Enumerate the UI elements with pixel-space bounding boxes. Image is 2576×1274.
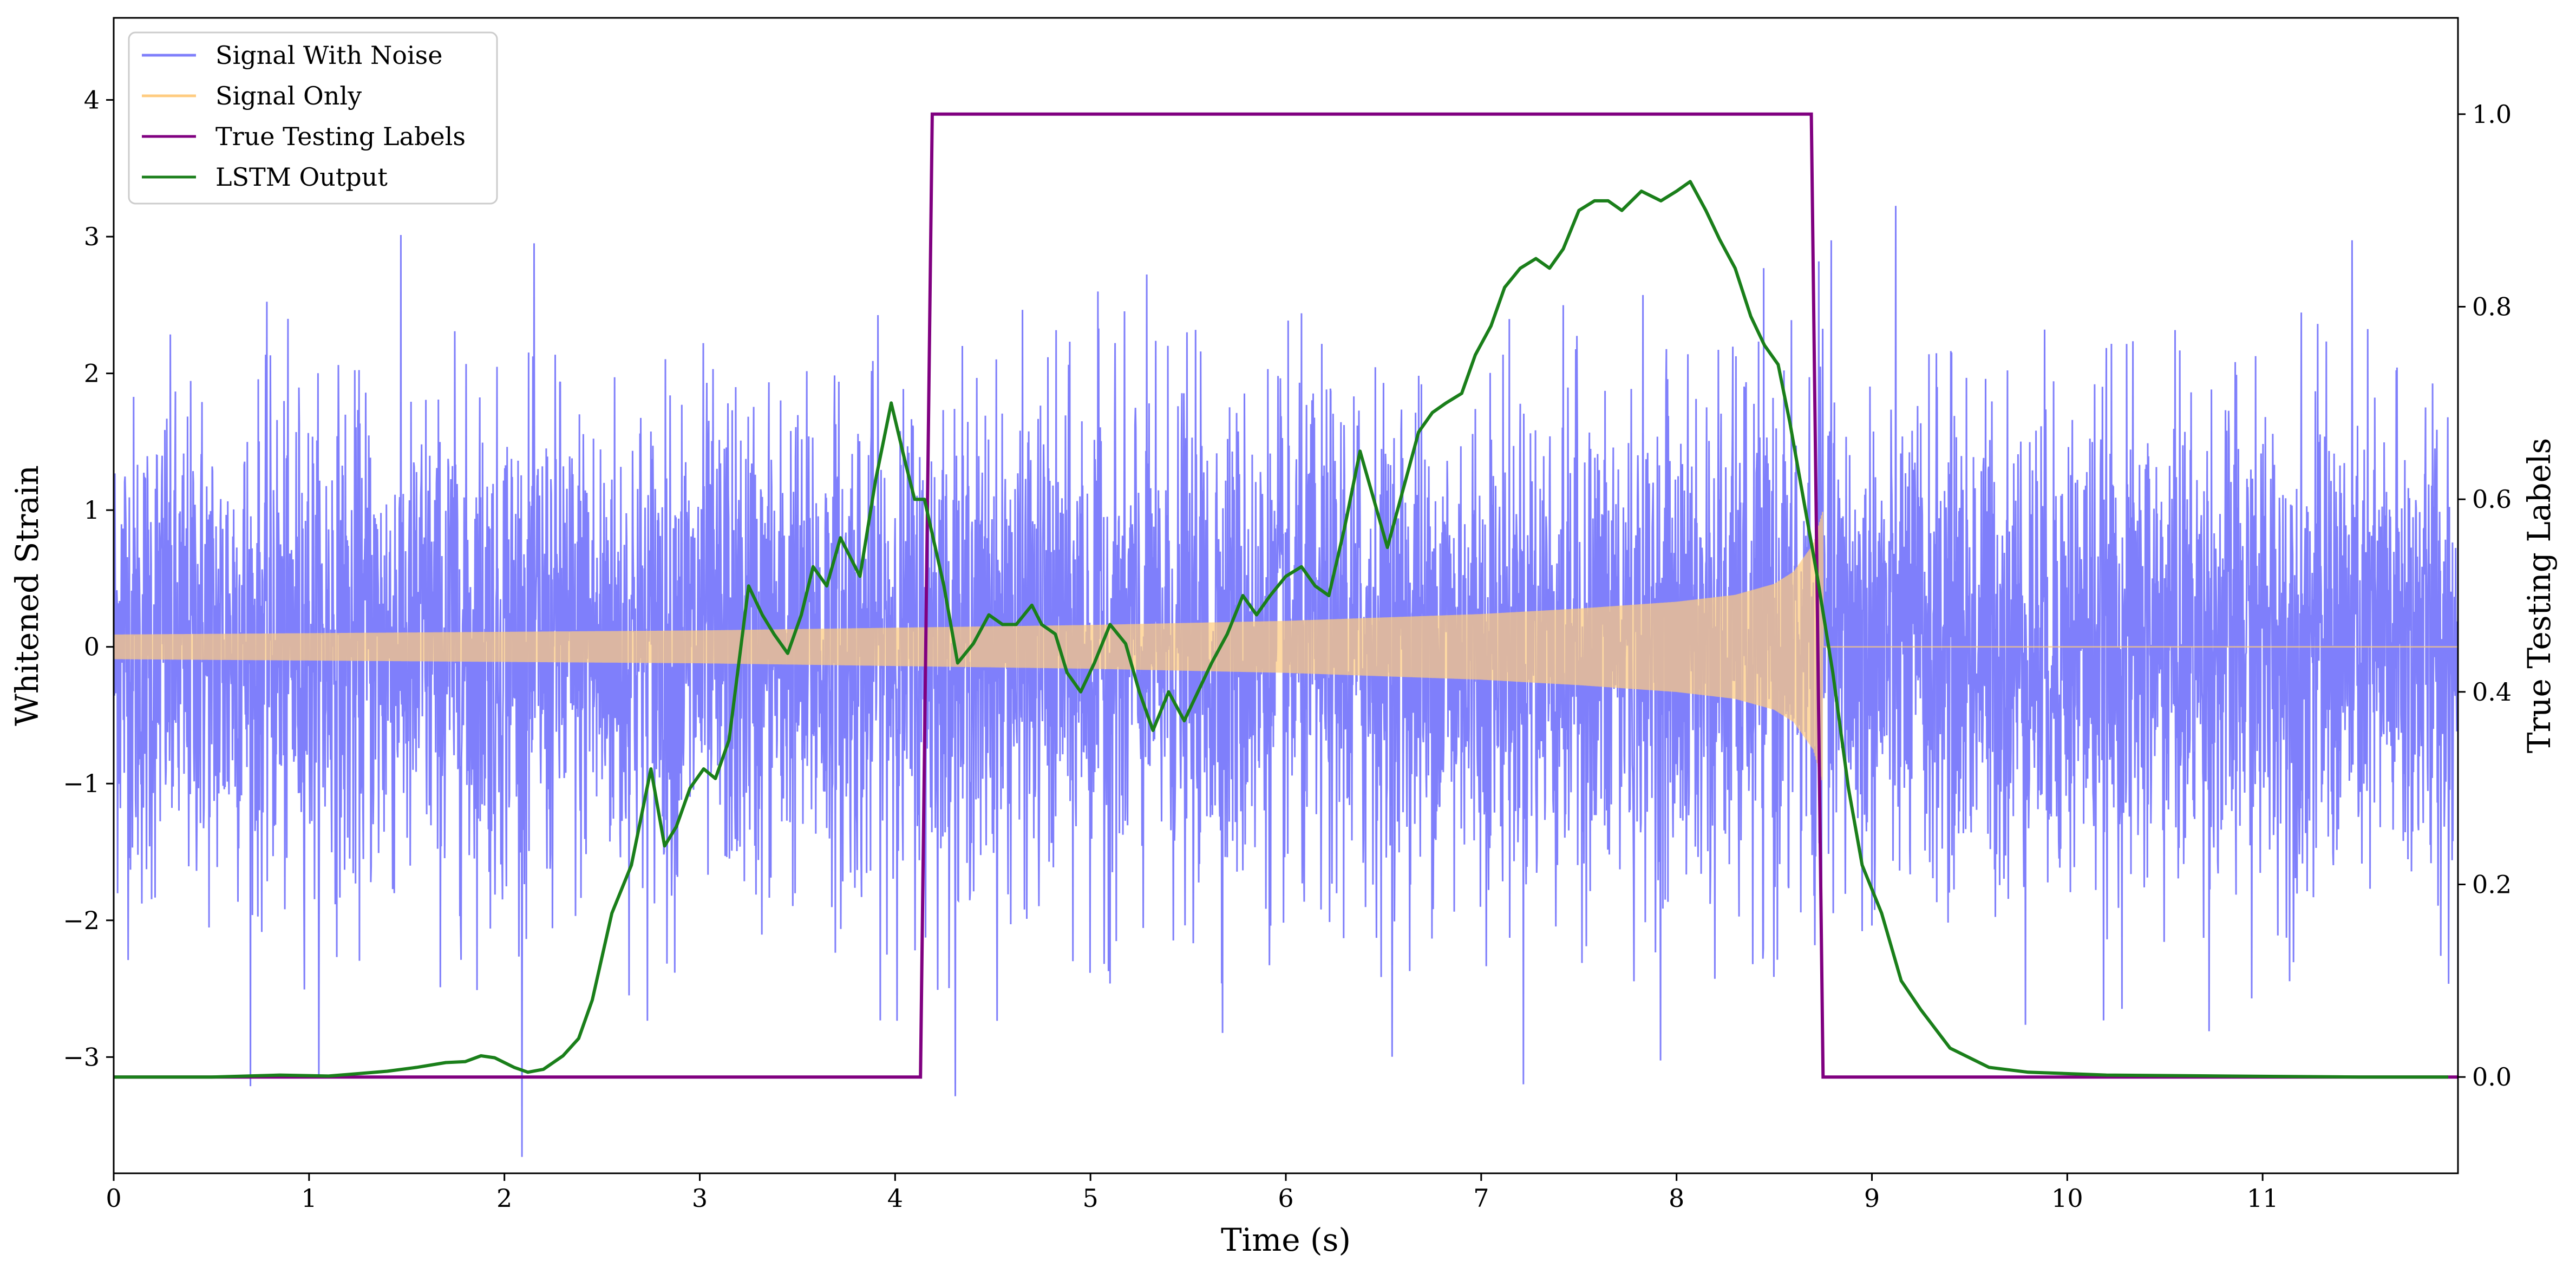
y-tick-label: 3 (84, 222, 100, 251)
legend-label: Signal Only (215, 81, 362, 110)
x-tick-label: 10 (2051, 1184, 2083, 1213)
legend-label: True Testing Labels (215, 122, 466, 151)
legend-label: LSTM Output (215, 162, 388, 192)
x-tick-label: 7 (1473, 1184, 1489, 1213)
y2-tick-label: 0.2 (2472, 870, 2512, 899)
x-tick-label: 5 (1083, 1184, 1099, 1213)
x-axis-title: Time (s) (1221, 1221, 1351, 1258)
legend-box (128, 31, 498, 205)
x-tick-label: 2 (496, 1184, 512, 1213)
y2-tick-label: 0.0 (2472, 1062, 2512, 1092)
plot-area (114, 112, 2458, 1157)
axes: 0 1 2 3 4 5 6 7 8 9 10 11 −3 −2 −1 0 1 2 3 4 0.0 0.2 0.4 0.6 0.8… (63, 86, 2512, 1213)
y2-axis-title: True Testing Labels (2521, 438, 2558, 753)
y2-tick-label: 1.0 (2472, 100, 2512, 129)
y-tick-label: 2 (84, 359, 100, 388)
y-tick-label: 4 (84, 86, 100, 115)
x-tick-label: 0 (106, 1184, 121, 1213)
legend: Signal With Noise Signal Only True Testing… (128, 31, 498, 205)
x-tick-label: 8 (1669, 1184, 1684, 1213)
y2-tick-label: 0.8 (2472, 292, 2512, 322)
series-signal-with-noise (114, 206, 2458, 1157)
x-tick-label: 1 (301, 1184, 317, 1213)
y2-tick-label: 0.6 (2472, 485, 2512, 514)
x-tick-label: 11 (2247, 1184, 2279, 1213)
x-tick-label: 4 (887, 1184, 903, 1213)
x-tick-label: 6 (1278, 1184, 1293, 1213)
y-tick-label: 1 (84, 495, 100, 525)
x-tick-label: 9 (1864, 1184, 1880, 1213)
y-tick-label: 0 (84, 632, 100, 662)
y-tick-label: −3 (63, 1042, 100, 1072)
series-lstm-output (114, 180, 2448, 1079)
y-axis-title: Whitened Strain (9, 465, 45, 726)
y-tick-label: −1 (63, 769, 100, 798)
series-signal-only (114, 512, 2458, 780)
legend-label: Signal With Noise (215, 41, 442, 70)
series-true-testing-labels (114, 112, 2458, 1079)
x-tick-label: 3 (692, 1184, 708, 1213)
y-tick-label: −2 (63, 906, 100, 935)
y2-tick-label: 0.4 (2472, 677, 2512, 707)
